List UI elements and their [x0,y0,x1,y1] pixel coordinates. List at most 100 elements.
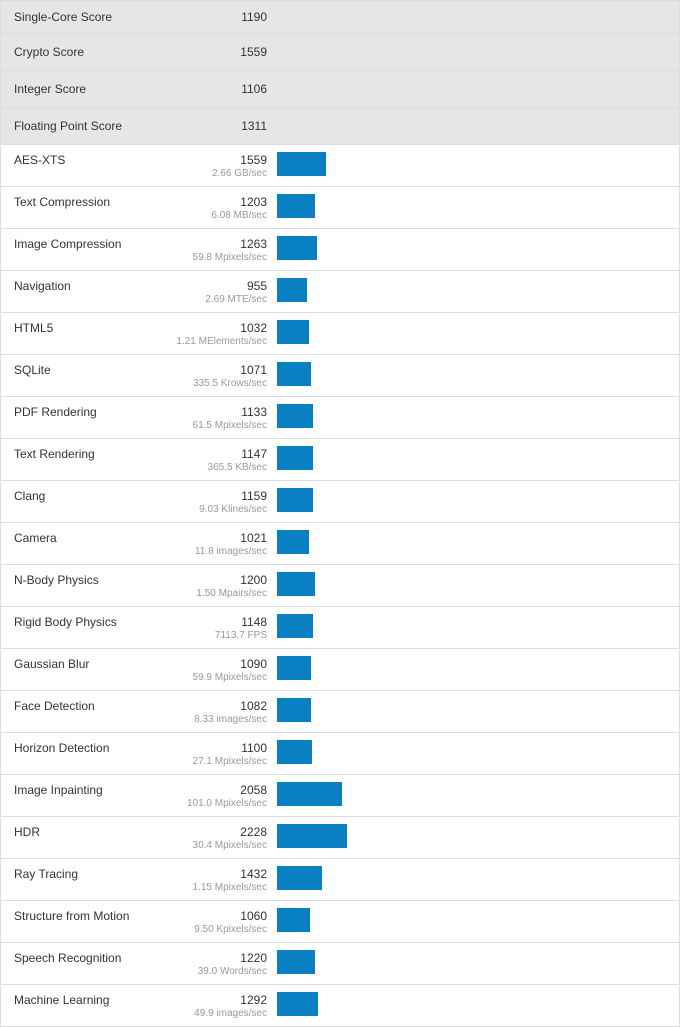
workload-row: N-Body Physics 1200 1.50 Mpairs/sec [1,565,679,607]
summary-score: 1559 [240,45,267,59]
workload-name: Face Detection [14,699,95,713]
workload-row: Gaussian Blur 1090 59.9 Mpixels/sec [1,649,679,691]
workload-score: 1100 [241,741,267,755]
workload-name: Speech Recognition [14,951,122,965]
score-bar [277,488,313,512]
workload-score: 1090 [240,657,267,671]
workload-score: 1133 [241,405,267,419]
score-bar [277,404,313,428]
score-bar-track [277,824,377,848]
workload-row: Text Compression 1203 6.08 MB/sec [1,187,679,229]
score-bar-track [277,782,377,806]
score-bar [277,236,317,260]
score-bar [277,152,326,176]
workload-name: HDR [14,825,40,839]
score-bar [277,320,309,344]
workload-score: 1559 [240,153,267,167]
workload-score: 2228 [240,825,267,839]
score-bar [277,950,315,974]
workload-score: 955 [246,279,267,293]
workload-score: 1021 [240,531,267,545]
workload-rate: 49.9 images/sec [194,1008,267,1019]
workload-score: 1071 [240,363,267,377]
workload-name: HTML5 [14,321,54,335]
workload-row: Ray Tracing 1432 1.15 Mpixels/sec [1,859,679,901]
workload-name: Text Compression [14,195,111,209]
workload-rate: 30.4 Mpixels/sec [192,840,267,851]
workload-name: Machine Learning [14,993,110,1007]
workload-row: Structure from Motion 1060 9.50 Kpixels/se… [1,901,679,943]
workload-rate: 1.15 Mpixels/sec [192,882,267,893]
summary-label: Crypto Score [14,45,85,59]
workload-rate: 61.5 Mpixels/sec [192,420,267,431]
workload-row: Face Detection 1082 8.33 images/sec [1,691,679,733]
workload-row: Image Inpainting 2058 101.0 Mpixels/sec [1,775,679,817]
workload-score: 1432 [240,867,267,881]
score-bar-track [277,488,377,512]
score-bar-track [277,530,377,554]
workload-row: SQLite 1071 335.5 Krows/sec [1,355,679,397]
summary-row-single-core: Single-Core Score 1190 [1,1,679,34]
workload-name: Gaussian Blur [14,657,90,671]
workload-rate: 7113.7 FPS [214,630,267,641]
workload-row: Camera 1021 11.8 images/sec [1,523,679,565]
workload-rate: 2.66 GB/sec [211,168,267,179]
score-bar [277,572,315,596]
score-bar-track [277,278,377,302]
score-bar [277,908,310,932]
workload-name: N-Body Physics [14,573,99,587]
workload-rate: 59.8 Mpixels/sec [192,252,267,263]
workload-score: 1148 [241,615,267,629]
workload-name: Ray Tracing [14,867,79,881]
score-bar [277,614,313,638]
workload-name: Horizon Detection [14,741,110,755]
workload-row: Horizon Detection 1100 27.1 Mpixels/sec [1,733,679,775]
score-bar-track [277,698,377,722]
score-bar [277,278,307,302]
workload-row: Machine Learning 1292 49.9 images/sec [1,985,679,1027]
workload-score: 1147 [241,447,267,461]
score-bar [277,782,342,806]
workload-score: 1032 [240,321,267,335]
score-bar [277,866,322,890]
workload-name: AES-XTS [14,153,66,167]
workload-row: Clang 1159 9.03 Klines/sec [1,481,679,523]
summary-score: 1106 [241,82,267,96]
workload-score: 1203 [240,195,267,209]
score-bar [277,194,315,218]
summary-row-integer: Integer Score 1106 [1,71,679,108]
workload-row: Image Compression 1263 59.8 Mpixels/sec [1,229,679,271]
summary-score: 1311 [241,119,267,133]
workload-score: 1060 [240,909,267,923]
workload-score: 1082 [240,699,267,713]
workload-rate: 9.03 Klines/sec [199,504,267,515]
score-bar [277,362,311,386]
workload-row: HTML5 1032 1.21 MElements/sec [1,313,679,355]
workload-rate: 6.08 MB/sec [211,210,267,221]
workload-score: 1159 [241,489,267,503]
score-bar-track [277,614,377,638]
score-bar [277,698,311,722]
score-bar-track [277,362,377,386]
score-bar-track [277,740,377,764]
workload-rate: 1.50 Mpairs/sec [196,588,267,599]
workload-rate: 8.33 images/sec [194,714,267,725]
workload-row: Navigation 955 2.69 MTE/sec [1,271,679,313]
workload-name: Structure from Motion [14,909,130,923]
workload-score: 1292 [240,993,267,1007]
workload-name: PDF Rendering [14,405,97,419]
workload-rate: 335.5 Krows/sec [193,378,267,389]
summary-score: 1190 [241,10,267,24]
workload-name: SQLite [14,363,51,377]
score-bar-track [277,320,377,344]
score-bar-track [277,866,377,890]
workload-row: Text Rendering 1147 365.5 KB/sec [1,439,679,481]
summary-label: Integer Score [14,82,87,96]
workload-rate: 27.1 Mpixels/sec [192,756,267,767]
workload-score: 1200 [240,573,267,587]
workload-name: Text Rendering [14,447,95,461]
workload-row: Rigid Body Physics 1148 7113.7 FPS [1,607,679,649]
workload-name: Image Compression [14,237,122,251]
score-bar-track [277,572,377,596]
